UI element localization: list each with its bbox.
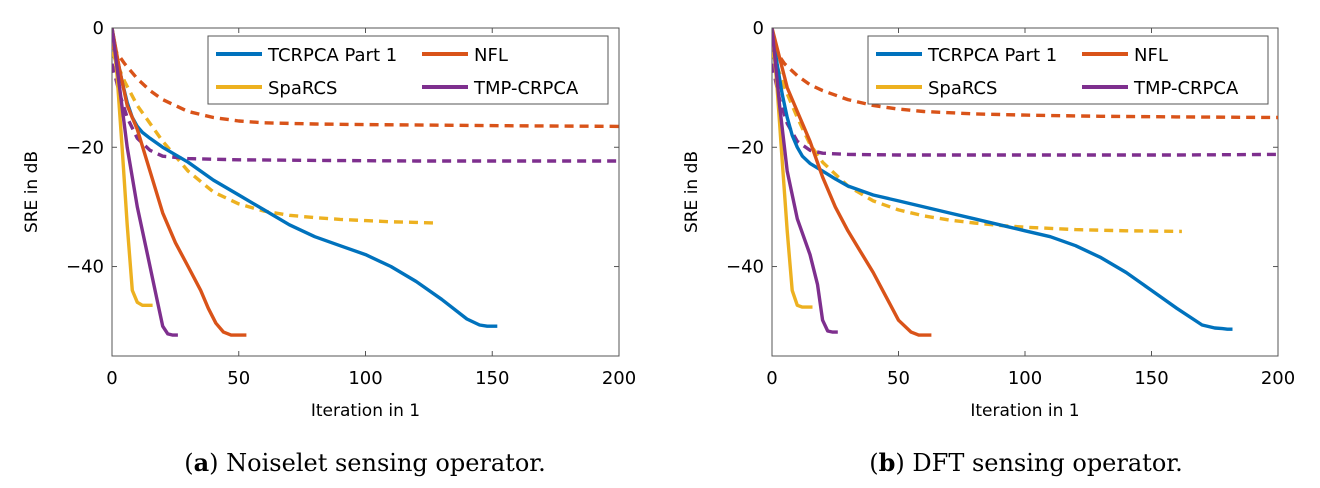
panel-b: 0 50 100 150 200 0 −20 −40 Iteration in 1 SRE … (682, 18, 1295, 477)
y-axis-label-b: SRE in dB (682, 151, 702, 233)
x-tick-label-0-b: 0 (766, 368, 777, 389)
series-line-nfl-dashed-b (772, 44, 1278, 120)
panel-a: 0 50 100 150 200 0 −20 −40 Iteration in 1 SRE … (22, 18, 636, 477)
legend-label-tmp-b: TMP-CRPCA (1133, 78, 1239, 99)
series-group-b (772, 28, 1278, 337)
legend-label-nfl-a: NFL (474, 45, 508, 66)
x-tick-label-150-b: 150 (1134, 368, 1168, 389)
legend-label-sparcs-a: SpaRCS (268, 78, 338, 99)
y-tick-label-40-b: −40 (726, 257, 764, 278)
x-ticks-a: 0 50 100 150 200 (106, 28, 636, 389)
y-tick-label-40-a: −40 (66, 257, 104, 278)
x-ticks-b: 0 50 100 150 200 (766, 28, 1295, 389)
legend-box-a (207, 35, 609, 105)
x-tick-label-200-b: 200 (1261, 368, 1295, 389)
y-tick-label-0-b: 0 (753, 18, 764, 39)
series-line-nfl-b (772, 28, 932, 337)
series-line-sparcs-a (112, 28, 153, 307)
y-tick-label-20-b: −20 (726, 137, 764, 158)
legend-label-tmp-a: TMP-CRPCA (473, 78, 579, 99)
x-axis-label-b: Iteration in 1 (970, 401, 1079, 421)
caption-label-b: b (879, 448, 896, 477)
x-tick-label-100-b: 100 (1008, 368, 1042, 389)
caption-text-a: Noiselet sensing operator. (226, 449, 546, 477)
caption-b: (b) DFT sensing operator. (869, 448, 1182, 477)
y-tick-label-0-a: 0 (93, 18, 104, 39)
legend-label-nfl-b: NFL (1134, 45, 1168, 66)
legend-label-tcrpca-b: TCRPCA Part 1 (927, 45, 1057, 66)
series-line-tmp-crpca-dashed-b (772, 63, 1278, 157)
legend-label-tcrpca-a: TCRPCA Part 1 (267, 45, 397, 66)
series-group-a (112, 28, 619, 337)
x-tick-label-50-a: 50 (227, 368, 250, 389)
x-axis-label-a: Iteration in 1 (311, 401, 420, 421)
series-line-sparcs-dashed-b (772, 51, 1182, 234)
series-line-tmp-crpca-a (112, 28, 178, 337)
series-line-tmp-crpca-dashed-a (112, 63, 619, 163)
x-tick-label-0-a: 0 (106, 368, 117, 389)
legend-b: TCRPCA Part 1 NFL SpaRCS TMP-CRPCA (867, 35, 1269, 105)
x-tick-label-150-a: 150 (475, 368, 509, 389)
series-line-nfl-a (112, 28, 247, 337)
y-tick-label-20-a: −20 (66, 137, 104, 158)
legend-label-sparcs-b: SpaRCS (928, 78, 998, 99)
y-ticks-b: 0 −20 −40 (726, 18, 1278, 278)
caption-a: (a) Noiselet sensing operator. (184, 448, 546, 477)
series-line-nfl-dashed-a (112, 44, 619, 129)
caption-label-a: a (194, 448, 210, 477)
y-ticks-a: 0 −20 −40 (66, 18, 619, 278)
x-tick-label-200-a: 200 (602, 368, 636, 389)
caption-text-b: DFT sensing operator. (912, 449, 1182, 477)
series-line-tmp-crpca-b (772, 28, 838, 334)
y-axis-label-a: SRE in dB (22, 151, 42, 233)
legend-box-b (867, 35, 1269, 105)
x-tick-label-100-a: 100 (348, 368, 382, 389)
x-tick-label-50-b: 50 (887, 368, 910, 389)
series-line-tcrpca-part-1-b (772, 28, 1233, 331)
legend-a: TCRPCA Part 1 NFL SpaRCS TMP-CRPCA (207, 35, 609, 105)
